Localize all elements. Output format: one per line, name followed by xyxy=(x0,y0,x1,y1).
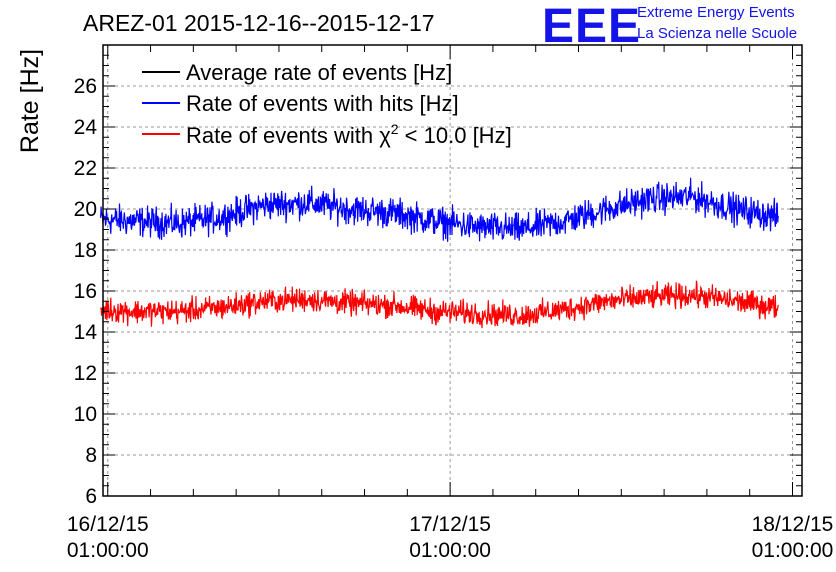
tick-marks xyxy=(103,44,802,497)
y-tick-labels: 6 8 10 12 14 16 18 20 22 24 26 xyxy=(74,75,98,508)
chart-title: AREZ-01 2015-12-16--2015-12-17 xyxy=(83,10,435,36)
legend-entry-average: Average rate of events [Hz] xyxy=(142,60,452,85)
x-tick-label-time: 01:00:00 xyxy=(752,539,834,562)
y-axis-label: Rate [Hz] xyxy=(16,49,44,153)
x-tick-labels: 16/12/15 01:00:00 17/12/15 01:00:00 18/12/15… xyxy=(67,513,833,562)
legend-entry-hits: Rate of events with hits [Hz] xyxy=(142,91,459,116)
y-tick-label: 10 xyxy=(74,403,97,426)
legend-label-chi2-suffix: < 10.0 [Hz] xyxy=(399,123,512,148)
y-tick-label: 18 xyxy=(74,239,97,262)
y-tick-label: 12 xyxy=(74,362,97,385)
y-tick-label: 22 xyxy=(74,157,97,180)
series-layer xyxy=(100,177,779,329)
x-tick-label-time: 01:00:00 xyxy=(67,539,149,562)
logo-line-1: Extreme Energy Events xyxy=(637,4,795,21)
y-tick-label: 6 xyxy=(85,485,97,508)
legend-label-average: Average rate of events [Hz] xyxy=(186,60,452,85)
legend-label-chi2: Rate of events with χ2 < 10.0 [Hz] xyxy=(186,121,512,148)
series-line-1 xyxy=(100,177,779,242)
x-tick-label-date: 16/12/15 xyxy=(67,513,149,536)
legend-label-chi2-prefix: Rate of events with χ xyxy=(186,123,391,148)
y-tick-label: 26 xyxy=(74,75,97,98)
logo-mark: EEE xyxy=(542,0,641,53)
grid-lines xyxy=(103,45,802,496)
eee-logo: EEE Extreme Energy Events La Scienza nel… xyxy=(542,0,797,53)
x-tick-label-date: 17/12/15 xyxy=(409,513,491,536)
legend-entry-chi2: Rate of events with χ2 < 10.0 [Hz] xyxy=(142,121,512,148)
logo-line-2: La Scienza nelle Scuole xyxy=(637,25,797,42)
y-tick-label: 8 xyxy=(85,444,97,467)
legend-label-hits: Rate of events with hits [Hz] xyxy=(186,91,459,116)
legend-label-chi2-sup: 2 xyxy=(391,121,399,137)
y-tick-label: 20 xyxy=(74,198,97,221)
x-tick-label-date: 18/12/15 xyxy=(752,513,834,536)
y-tick-label: 14 xyxy=(74,321,98,344)
y-tick-label: 24 xyxy=(74,116,98,139)
series-line-2 xyxy=(100,280,779,329)
x-tick-label-time: 01:00:00 xyxy=(409,539,491,562)
legend: Average rate of events [Hz] Rate of even… xyxy=(142,60,512,148)
y-tick-label: 16 xyxy=(74,280,97,303)
